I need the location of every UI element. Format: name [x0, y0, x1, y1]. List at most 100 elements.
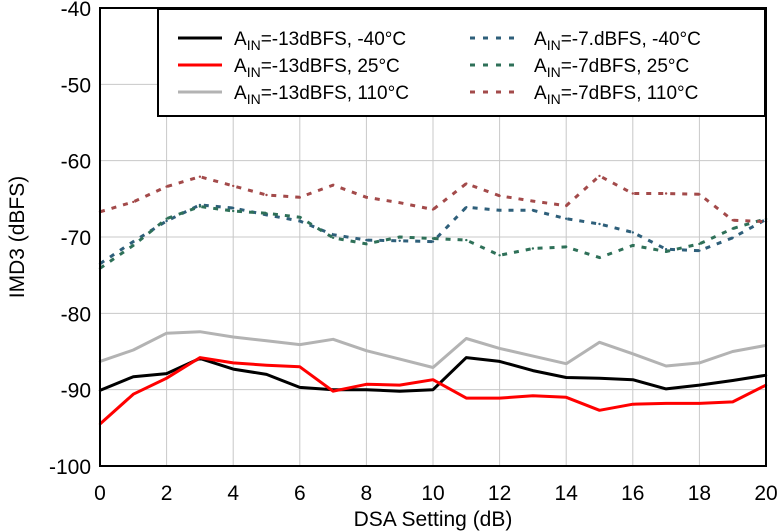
data-point [598, 222, 601, 226]
data-point [498, 347, 501, 350]
data-point [365, 242, 368, 246]
data-point [232, 361, 235, 365]
data-point [598, 174, 601, 178]
legend-label: AIN=-13dBFS, 110°C [234, 83, 409, 107]
data-point [631, 192, 634, 195]
data-point [465, 182, 468, 185]
data-point [431, 240, 435, 243]
y-tick-label: -90 [61, 380, 91, 403]
data-point [132, 240, 135, 243]
data-point [132, 393, 135, 396]
data-point [465, 206, 468, 209]
data-point [731, 219, 734, 222]
data-point [698, 193, 701, 196]
data-point [398, 357, 401, 361]
data-point [698, 361, 701, 365]
data-point [232, 206, 235, 210]
data-point [664, 248, 668, 251]
x-tick-label: 6 [294, 482, 306, 505]
data-point [598, 409, 601, 412]
data-point [531, 209, 535, 212]
data-point [565, 396, 568, 399]
x-tick-label: 14 [555, 482, 579, 505]
data-point [664, 250, 668, 253]
data-point [498, 360, 501, 363]
data-point [498, 209, 501, 212]
data-point [165, 219, 168, 223]
x-axis-label: DSA Setting (dB) [354, 508, 513, 531]
data-point [431, 378, 435, 381]
data-point [298, 216, 301, 219]
data-point [165, 185, 168, 188]
data-point [631, 378, 634, 381]
x-tick-label: 10 [421, 482, 444, 505]
legend-label: AIN=-13dBFS, 25°C [234, 56, 400, 80]
data-point [198, 330, 202, 333]
data-point [631, 403, 634, 406]
data-point [631, 244, 634, 247]
data-point [698, 402, 701, 405]
data-point [298, 219, 301, 223]
data-point [598, 377, 601, 380]
data-point [431, 366, 435, 369]
data-point [531, 247, 535, 250]
data-point [198, 175, 202, 178]
data-point [165, 377, 168, 380]
data-point [398, 235, 401, 239]
data-point [431, 208, 435, 211]
data-point [465, 337, 468, 340]
data-point [431, 388, 435, 391]
x-tick-label: 18 [688, 482, 711, 505]
data-point [232, 184, 235, 188]
series-3 [98, 330, 768, 369]
data-point [398, 390, 401, 393]
data-point [398, 201, 401, 204]
data-point [465, 396, 468, 400]
data-point [598, 341, 601, 344]
data-point [165, 372, 168, 375]
data-point [365, 238, 368, 242]
data-point [664, 387, 668, 391]
y-tick-label: -100 [49, 456, 91, 479]
data-point [565, 204, 568, 207]
data-point [198, 205, 202, 208]
x-tick-label: 16 [621, 482, 644, 505]
data-point [731, 227, 734, 230]
data-point [365, 383, 368, 386]
series-layer [98, 174, 768, 426]
data-point [232, 367, 235, 371]
data-point [565, 217, 568, 220]
data-point [298, 343, 301, 346]
data-point [132, 375, 135, 378]
legend-label: AIN=-7.dBFS, -40°C [534, 29, 701, 53]
legend-label: AIN=-7dBFS, 110°C [534, 83, 698, 107]
data-point [165, 217, 168, 220]
data-point [664, 402, 668, 405]
data-point [664, 364, 668, 368]
data-point [331, 338, 335, 341]
data-point [132, 244, 135, 247]
y-tick-labels: -40 -50 -60 -70 -80 -90 -100 [49, 0, 91, 479]
y-tick-label: -60 [61, 151, 91, 174]
data-point [731, 236, 734, 239]
data-point [365, 349, 368, 352]
y-tick-label: -70 [61, 227, 91, 250]
data-point [498, 396, 501, 400]
data-point [298, 196, 301, 199]
x-tick-label: 12 [488, 482, 511, 505]
data-point [365, 388, 368, 391]
y-axis-label: IMD3 (dBFS) [6, 176, 29, 299]
data-point [565, 362, 568, 365]
y-tick-label: -80 [61, 303, 91, 326]
data-point [365, 196, 368, 199]
x-tick-label: 20 [754, 482, 777, 505]
data-point [431, 237, 435, 240]
legend-box [157, 8, 766, 117]
data-point [565, 245, 568, 249]
data-point [531, 394, 535, 397]
data-point [498, 254, 501, 257]
data-point [698, 242, 701, 246]
series-2 [98, 356, 768, 426]
data-point [731, 350, 734, 353]
data-point [165, 332, 168, 335]
